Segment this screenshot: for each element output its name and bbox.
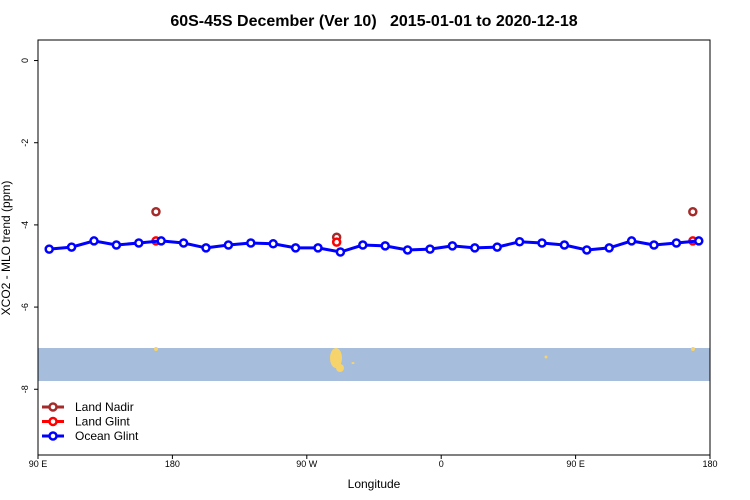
- y-tick-label: -2: [20, 139, 30, 147]
- plot-frame: [37, 39, 711, 456]
- x-tick-label: 90 E: [29, 459, 48, 469]
- data-point: [604, 243, 614, 253]
- data-point: [649, 240, 659, 250]
- x-tick-label: 90 W: [296, 459, 318, 469]
- y-tick-label: -8: [20, 385, 30, 393]
- x-tick-label: 180: [165, 459, 180, 469]
- data-point: [44, 244, 54, 254]
- data-point: [694, 236, 704, 246]
- data-point: [559, 240, 570, 250]
- land-blob: [544, 355, 548, 359]
- legend-label: Land Glint: [75, 415, 130, 429]
- series: [151, 207, 698, 242]
- data-point: [470, 243, 480, 253]
- data-point: [514, 236, 525, 247]
- data-point: [402, 245, 413, 255]
- data-point: [626, 236, 637, 246]
- x-tick-label: 180: [702, 459, 717, 469]
- data-point: [380, 241, 390, 251]
- x-tick-label: 90 E: [566, 459, 585, 469]
- y-tick-label: -6: [20, 303, 30, 311]
- legend-label: Land Nadir: [75, 400, 134, 414]
- data-point: [111, 240, 122, 250]
- data-point: [89, 236, 99, 246]
- data-point: [688, 207, 698, 217]
- data-point: [671, 238, 682, 248]
- data-point: [358, 240, 368, 250]
- series-line: [49, 239, 699, 254]
- data-point: [447, 241, 458, 251]
- land-blob: [351, 362, 355, 364]
- data-point: [331, 237, 342, 247]
- legend-marker: [48, 431, 58, 441]
- x-tick-label: 0: [439, 459, 444, 469]
- ocean-band: [38, 348, 710, 381]
- data-point: [66, 242, 77, 252]
- y-tick-label: 0: [20, 58, 30, 63]
- legend-marker: [48, 402, 58, 412]
- data-point: [537, 238, 547, 248]
- land-blob: [691, 347, 695, 351]
- data-point: [151, 207, 161, 217]
- data-point: [246, 238, 256, 248]
- data-point: [290, 243, 301, 253]
- legend-marker: [48, 416, 58, 427]
- land-blob: [336, 364, 344, 372]
- y-axis-label: XCO2 - MLO trend (ppm): [0, 181, 13, 316]
- series: [44, 236, 704, 257]
- data-point: [178, 238, 189, 248]
- y-tick-label: -4: [20, 221, 30, 229]
- data-point: [492, 242, 502, 252]
- data-point: [268, 239, 278, 249]
- data-point: [223, 240, 234, 250]
- data-point: [313, 243, 323, 253]
- land-blob: [154, 347, 158, 351]
- data-point: [201, 243, 211, 253]
- data-point: [156, 236, 166, 246]
- data-point: [134, 238, 144, 248]
- legend-label: Ocean Glint: [75, 429, 139, 443]
- chart-title: 60S-45S December (Ver 10) 2015-01-01 to …: [170, 13, 577, 30]
- land-blob: [330, 348, 342, 368]
- x-axis-label: Longitude: [348, 477, 401, 491]
- data-point: [582, 245, 592, 255]
- data-point: [425, 244, 435, 254]
- map-strip: [38, 347, 710, 381]
- data-point: [335, 247, 346, 257]
